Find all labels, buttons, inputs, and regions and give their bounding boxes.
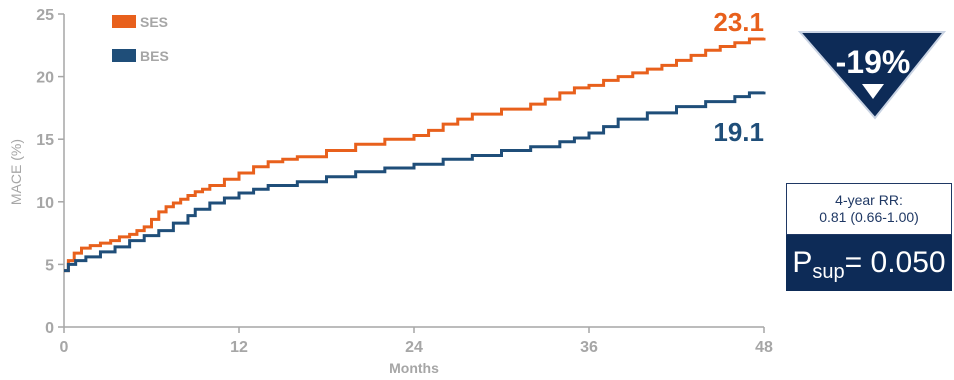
p-subscript: sup [812, 261, 845, 283]
series-layer [64, 37, 766, 273]
y-axis-title: MACE (%) [8, 139, 24, 205]
x-tick-label-24: 24 [405, 339, 423, 356]
y-tick-label-5: 5 [45, 257, 54, 274]
y-tick-label-20: 20 [36, 70, 54, 87]
series-line-bes [64, 91, 766, 273]
x-tick-label-12: 12 [230, 339, 248, 356]
p-label: P [792, 246, 813, 279]
end-value-label-bes: 19.1 [713, 117, 764, 147]
y-tick-label-10: 10 [36, 195, 54, 212]
y-tick-group: 0 5 10 15 20 25 [36, 7, 64, 337]
legend-swatch-bes [112, 49, 136, 62]
reduction-badge: -19% [797, 31, 947, 120]
p-value: = 0.050 [844, 246, 946, 279]
badge-shape [797, 31, 947, 120]
y-tick-label-25: 25 [36, 7, 54, 24]
rr-line-2: 0.81 (0.66-1.00) [819, 209, 919, 225]
legend: SES BES [112, 14, 169, 64]
legend-swatch-ses [112, 15, 136, 28]
badge-down-arrow-icon [862, 84, 884, 99]
y-tick-label-0: 0 [45, 320, 54, 337]
x-tick-label-36: 36 [580, 339, 598, 356]
p-value-box: Psup= 0.050 [786, 235, 952, 291]
series-line-ses [64, 37, 766, 273]
x-tick-group: 0 12 24 36 48 [60, 327, 773, 356]
relative-risk-box: 4-year RR: 0.81 (0.66-1.00) [786, 183, 952, 235]
legend-label-ses: SES [140, 14, 168, 30]
x-tick-label-48: 48 [755, 339, 773, 356]
legend-label-bes: BES [140, 48, 169, 64]
x-tick-label-0: 0 [60, 339, 69, 356]
x-axis-title: Months [389, 360, 439, 376]
y-tick-label-15: 15 [36, 132, 54, 149]
badge-value: -19% [836, 44, 911, 80]
end-value-label-ses: 23.1 [713, 7, 764, 37]
rr-line-1: 4-year RR: [835, 192, 903, 208]
